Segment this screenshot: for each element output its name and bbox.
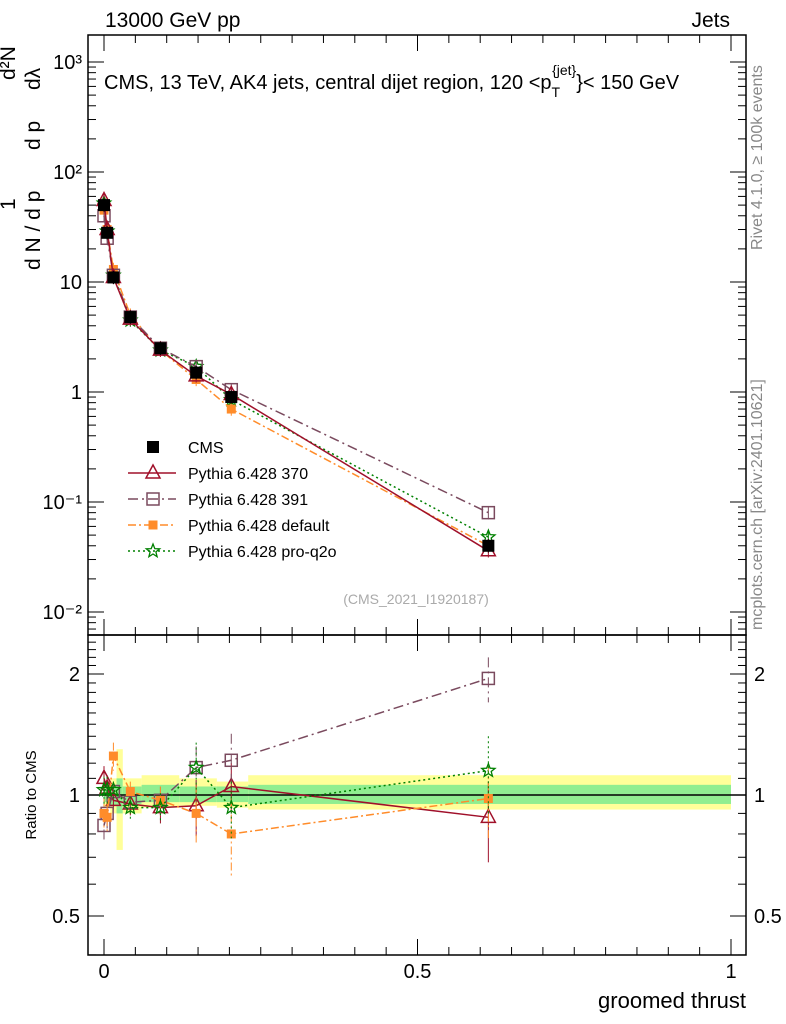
- y-tick-label: 10²: [53, 162, 82, 184]
- ratio-point-pythia-6-428-default: [102, 812, 112, 822]
- legend-marker-pythia-6-428-default: [148, 520, 158, 530]
- data-point-cms: [154, 342, 167, 355]
- mcplots-label: mcplots.cern.ch [arXiv:2401.10621]: [749, 379, 766, 630]
- ratio-point-pythia-6-428-pro-q2o: [104, 781, 122, 797]
- ratio-line-pythia-6-428-default: [103, 753, 489, 835]
- data-point-cms: [482, 539, 495, 552]
- ratio-point-pythia-6-428-391: [224, 753, 239, 768]
- y-tick-label: 10: [60, 272, 82, 294]
- legend-label-pythia-6-428-370: Pythia 6.428 370: [188, 466, 308, 483]
- data-point-pythia-6-428-default: [226, 404, 236, 414]
- y-tick-label: 10³: [53, 52, 82, 74]
- y-axis-label: d N / d p 1 d p d²N dλ: [0, 46, 45, 270]
- data-point-cms: [101, 226, 114, 239]
- data-point-cms: [107, 271, 120, 284]
- ratio-point-pythia-6-428-370: [122, 794, 139, 810]
- y-tick-label: 10⁻¹: [43, 492, 83, 514]
- svg-text:1: 1: [0, 198, 20, 210]
- data-point-cms: [124, 311, 137, 324]
- ratio-point-pythia-6-428-default: [191, 808, 201, 818]
- ratio-point-pythia-6-428-default: [108, 751, 118, 761]
- ratio-y-tick-label-right: 0.5: [754, 906, 782, 928]
- y-tick-label: 1: [71, 382, 82, 404]
- ratio-point-pythia-6-428-pro-q2o: [479, 761, 497, 778]
- header-left: 13000 GeV pp: [105, 9, 240, 32]
- data-point-cms: [190, 366, 203, 379]
- ratio-point-pythia-6-428-370: [105, 790, 122, 807]
- rivet-label: Rivet 4.1.0, ≥ 100k events: [749, 65, 766, 250]
- x-tick-label: 1: [725, 961, 736, 983]
- ratio-y-tick-label-right: 2: [754, 664, 765, 686]
- data-point-cms: [225, 391, 238, 404]
- legend-label-pythia-6-428-pro-q2o: Pythia 6.428 pro-q2o: [188, 544, 337, 561]
- ratio-y-tick-label-right: 1: [754, 785, 765, 807]
- data-point-pythia-6-428-391: [481, 505, 496, 520]
- legend-label-pythia-6-428-default: Pythia 6.428 default: [188, 518, 330, 535]
- ratio-y-tick-label: 0.5: [52, 906, 80, 928]
- ratio-point-pythia-6-428-default: [226, 829, 236, 839]
- svg-text:d N / d p: d N / d p: [22, 191, 45, 270]
- ratio-point-pythia-6-428-pro-q2o: [187, 758, 205, 775]
- ratio-point-pythia-6-428-pro-q2o: [152, 798, 169, 815]
- ratio-point-pythia-6-428-pro-q2o: [122, 798, 139, 815]
- x-tick-label: 0.5: [404, 961, 432, 983]
- x-tick-label: 0: [98, 961, 109, 983]
- svg-text:d²N: d²N: [0, 46, 20, 80]
- ratio-point-pythia-6-428-391: [481, 671, 496, 686]
- ratio-point-pythia-6-428-pro-q2o: [222, 798, 240, 815]
- x-axis-label: groomed thrust: [598, 988, 746, 1013]
- legend-marker-cms: [147, 441, 159, 453]
- analysis-annotation: (CMS_2021_I1920187): [343, 591, 489, 607]
- data-point-cms: [98, 199, 110, 212]
- ratio-point-pythia-6-428-default: [483, 794, 493, 804]
- legend-marker-pythia-6-428-370: [144, 463, 162, 479]
- legend-label-pythia-6-428-391: Pythia 6.428 391: [188, 492, 308, 509]
- ratio-y-label: Ratio to CMS: [23, 750, 40, 839]
- ratio-point-pythia-6-428-default: [125, 787, 135, 797]
- ratio-y-tick-label: 2: [69, 664, 80, 686]
- ratio-point-pythia-6-428-370: [480, 807, 497, 824]
- header-right: Jets: [691, 9, 730, 32]
- svg-text:dλ: dλ: [22, 67, 45, 90]
- legend-marker-pythia-6-428-pro-q2o: [144, 542, 162, 559]
- main-frame: [87, 34, 747, 636]
- legend-marker-pythia-6-428-391: [146, 492, 160, 506]
- chart-title: CMS, 13 TeV, AK4 jets, central dijet reg…: [104, 62, 680, 100]
- series-line-pythia-6-428-pro-q2o: [103, 203, 489, 538]
- y-tick-label: 10⁻²: [43, 602, 83, 624]
- svg-text:d p: d p: [22, 121, 45, 150]
- ratio-y-tick-label: 1: [69, 785, 80, 807]
- legend-label-cms: CMS: [188, 440, 224, 457]
- ratio-point-pythia-6-428-370: [223, 776, 240, 793]
